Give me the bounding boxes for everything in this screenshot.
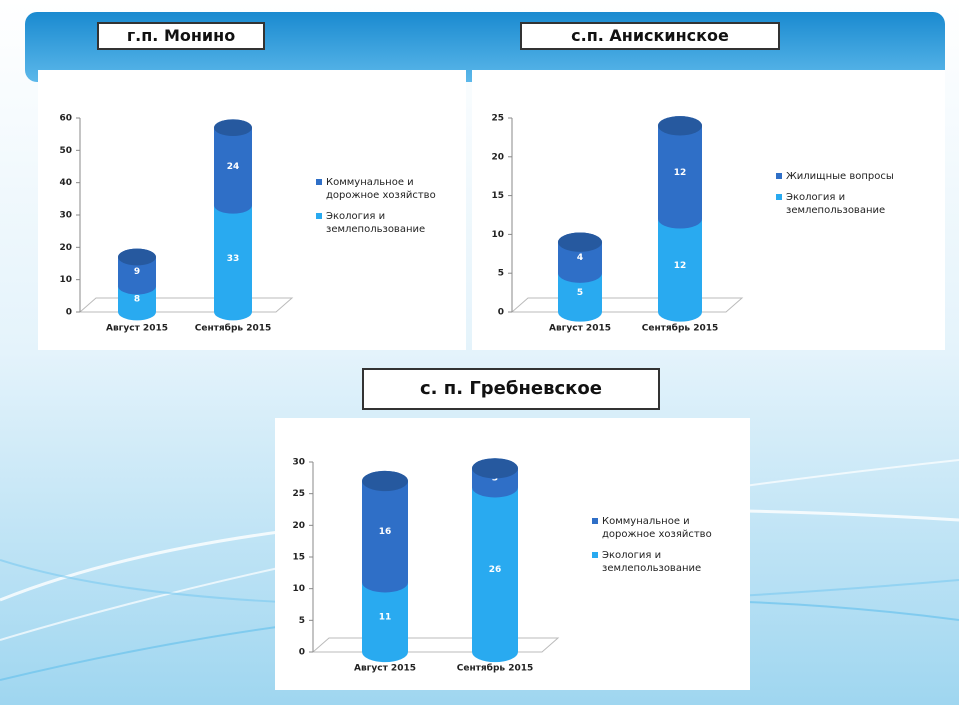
legend-swatch [316,179,322,185]
legend: Жилищные вопросы Экология и землепользова… [776,170,936,225]
y-tick-label: 0 [66,308,72,318]
data-label: 12 [674,168,687,178]
bar-cap [658,116,702,136]
legend: Коммунальное и дорожное хозяйство Экологи… [592,515,742,583]
bar-segment [362,470,408,593]
data-label: 26 [489,565,502,575]
legend-item: Жилищные вопросы [776,170,936,183]
bar-cap [472,458,518,479]
chart-title: г.п. Монино [97,22,265,50]
chart-title: с. п. Гребневское [362,368,660,410]
y-tick-label: 30 [292,458,305,468]
bar-segment [658,209,702,322]
y-tick-label: 20 [491,152,504,162]
x-tick-label: Сентябрь 2015 [457,663,534,674]
data-label: 5 [577,288,583,298]
legend-item: Экология и землепользование [316,210,451,236]
legend-item: Коммунальное и дорожное хозяйство [592,515,742,541]
y-tick-label: 20 [59,243,72,253]
legend-swatch [592,552,598,558]
bar-segment [658,116,702,229]
legend-swatch [592,518,598,524]
legend-label: Коммунальное и дорожное хозяйство [602,516,712,540]
legend-swatch [776,194,782,200]
y-tick-label: 40 [59,178,72,188]
legend-swatch [776,173,782,179]
legend-item: Экология и землепользование [592,549,742,575]
floor [311,637,560,653]
x-tick-label: Сентябрь 2015 [195,323,272,334]
data-label: 24 [227,162,240,172]
x-tick-label: Август 2015 [106,324,168,334]
x-tick-label: Август 2015 [354,664,416,674]
y-tick-label: 25 [292,489,305,499]
floor [510,297,744,313]
legend-label: Жилищные вопросы [786,171,894,182]
legend-label: Коммунальное и дорожное хозяйство [326,177,436,201]
y-tick-label: 10 [292,584,305,594]
bar-segment [214,119,252,214]
legend-item: Коммунальное и дорожное хозяйство [316,176,451,202]
y-tick-label: 15 [491,191,504,201]
x-tick-label: Сентябрь 2015 [642,323,719,334]
floor [78,297,294,313]
bar-segment [362,572,408,663]
data-label: 9 [134,267,140,277]
data-label: 16 [379,527,392,537]
y-tick-label: 0 [299,648,305,658]
y-tick-label: 50 [59,146,72,156]
legend-label: Экология и землепользование [786,192,886,216]
legend-swatch [316,213,322,219]
bar-cap [362,470,408,492]
data-label: 4 [577,253,583,263]
y-tick-label: 25 [491,114,504,124]
data-label: 8 [134,295,140,305]
bar-segment [214,196,252,321]
y-tick-label: 20 [292,521,305,531]
bar-cap [558,232,602,252]
data-label: 11 [379,613,392,623]
y-tick-label: 10 [59,275,72,285]
data-label: 12 [674,261,687,271]
legend-label: Экология и землепользование [602,550,702,574]
legend-item: Экология и землепользование [776,191,936,217]
y-tick-label: 10 [491,230,504,240]
bar-segment [472,477,518,663]
legend-label: Экология и землепользование [326,211,426,235]
y-tick-label: 0 [498,308,504,318]
y-tick-label: 5 [498,269,504,279]
bar-cap [118,248,156,266]
bar-cap [214,119,252,137]
y-tick-label: 60 [59,114,72,124]
data-label: 33 [227,254,240,264]
chart-title: с.п. Анискинское [520,22,780,50]
y-tick-label: 15 [292,553,305,563]
y-tick-label: 30 [59,211,72,221]
x-tick-label: Август 2015 [549,324,611,334]
legend: Коммунальное и дорожное хозяйство Экологи… [316,176,451,244]
y-tick-label: 5 [299,616,305,626]
